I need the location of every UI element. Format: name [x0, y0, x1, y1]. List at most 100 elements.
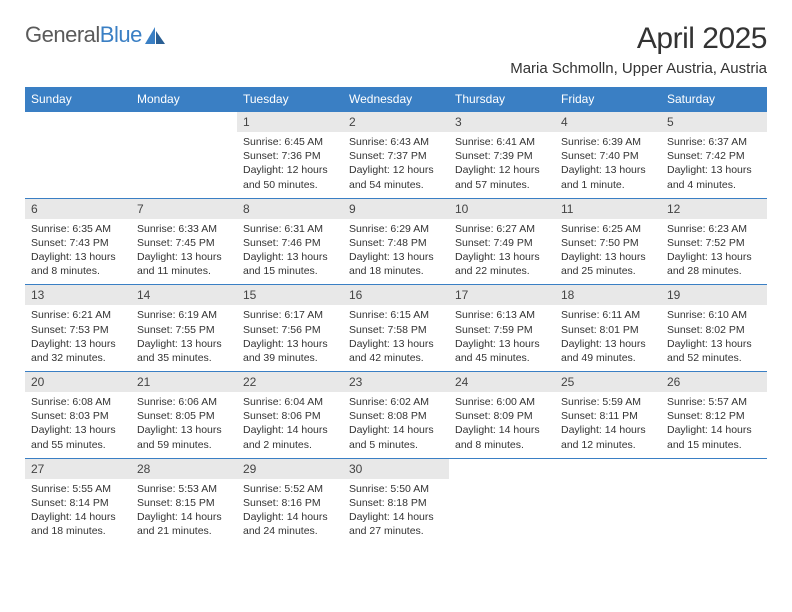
day-content-cell: Sunrise: 6:37 AMSunset: 7:42 PMDaylight:… — [661, 132, 767, 198]
daylight-text-2: and 11 minutes. — [137, 264, 231, 278]
day-content-cell — [25, 132, 131, 198]
weekday-header: Tuesday — [237, 87, 343, 112]
daylight-text-2: and 24 minutes. — [243, 524, 337, 538]
daylight-text-1: Daylight: 13 hours — [455, 250, 549, 264]
daylight-text-2: and 18 minutes. — [31, 524, 125, 538]
daylight-text-2: and 1 minute. — [561, 178, 655, 192]
day-content-cell: Sunrise: 6:08 AMSunset: 8:03 PMDaylight:… — [25, 392, 131, 458]
sunset-text: Sunset: 8:14 PM — [31, 496, 125, 510]
day-number-cell: 20 — [25, 372, 131, 393]
daylight-text-2: and 5 minutes. — [349, 438, 443, 452]
sunset-text: Sunset: 8:18 PM — [349, 496, 443, 510]
daylight-text-1: Daylight: 13 hours — [561, 337, 655, 351]
day-number-cell: 28 — [131, 458, 237, 479]
day-number-cell: 17 — [449, 285, 555, 306]
sunset-text: Sunset: 8:03 PM — [31, 409, 125, 423]
sunset-text: Sunset: 7:59 PM — [455, 323, 549, 337]
day-content-cell: Sunrise: 6:11 AMSunset: 8:01 PMDaylight:… — [555, 305, 661, 371]
weekday-header: Saturday — [661, 87, 767, 112]
sunrise-text: Sunrise: 6:23 AM — [667, 222, 761, 236]
daylight-text-2: and 25 minutes. — [561, 264, 655, 278]
sunset-text: Sunset: 7:53 PM — [31, 323, 125, 337]
day-content-row: Sunrise: 6:08 AMSunset: 8:03 PMDaylight:… — [25, 392, 767, 458]
day-content-cell: Sunrise: 6:29 AMSunset: 7:48 PMDaylight:… — [343, 219, 449, 285]
day-number-row: 12345 — [25, 112, 767, 133]
daylight-text-2: and 27 minutes. — [349, 524, 443, 538]
weekday-header: Monday — [131, 87, 237, 112]
sunset-text: Sunset: 8:08 PM — [349, 409, 443, 423]
logo-text-1: General — [25, 22, 100, 48]
day-content-cell: Sunrise: 6:04 AMSunset: 8:06 PMDaylight:… — [237, 392, 343, 458]
logo-sail-icon — [145, 27, 167, 45]
daylight-text-1: Daylight: 13 hours — [561, 163, 655, 177]
header-right: April 2025 Maria Schmolln, Upper Austria… — [510, 22, 767, 77]
daylight-text-1: Daylight: 14 hours — [455, 423, 549, 437]
daylight-text-2: and 22 minutes. — [455, 264, 549, 278]
weekday-header: Thursday — [449, 87, 555, 112]
day-number-cell — [661, 458, 767, 479]
day-number-cell — [555, 458, 661, 479]
day-content-cell: Sunrise: 5:50 AMSunset: 8:18 PMDaylight:… — [343, 479, 449, 545]
daylight-text-1: Daylight: 13 hours — [243, 337, 337, 351]
sunrise-text: Sunrise: 6:29 AM — [349, 222, 443, 236]
day-content-cell: Sunrise: 6:13 AMSunset: 7:59 PMDaylight:… — [449, 305, 555, 371]
weekday-header: Wednesday — [343, 87, 449, 112]
daylight-text-2: and 54 minutes. — [349, 178, 443, 192]
weekday-header: Friday — [555, 87, 661, 112]
day-number-cell: 5 — [661, 112, 767, 133]
daylight-text-1: Daylight: 12 hours — [243, 163, 337, 177]
day-number-cell — [25, 112, 131, 133]
sunrise-text: Sunrise: 6:45 AM — [243, 135, 337, 149]
sunset-text: Sunset: 7:46 PM — [243, 236, 337, 250]
day-number-cell: 25 — [555, 372, 661, 393]
day-number-cell: 23 — [343, 372, 449, 393]
sunset-text: Sunset: 8:12 PM — [667, 409, 761, 423]
daylight-text-2: and 12 minutes. — [561, 438, 655, 452]
sunrise-text: Sunrise: 6:35 AM — [31, 222, 125, 236]
day-content-cell: Sunrise: 5:52 AMSunset: 8:16 PMDaylight:… — [237, 479, 343, 545]
sunset-text: Sunset: 8:06 PM — [243, 409, 337, 423]
daylight-text-2: and 59 minutes. — [137, 438, 231, 452]
daylight-text-1: Daylight: 13 hours — [667, 250, 761, 264]
daylight-text-2: and 15 minutes. — [667, 438, 761, 452]
sunrise-text: Sunrise: 6:17 AM — [243, 308, 337, 322]
logo: GeneralBlue — [25, 22, 167, 48]
daylight-text-2: and 8 minutes. — [455, 438, 549, 452]
day-content-cell: Sunrise: 6:06 AMSunset: 8:05 PMDaylight:… — [131, 392, 237, 458]
sunrise-text: Sunrise: 6:27 AM — [455, 222, 549, 236]
sunset-text: Sunset: 8:11 PM — [561, 409, 655, 423]
sunset-text: Sunset: 8:05 PM — [137, 409, 231, 423]
sunrise-text: Sunrise: 5:57 AM — [667, 395, 761, 409]
sunrise-text: Sunrise: 5:52 AM — [243, 482, 337, 496]
day-content-cell — [131, 132, 237, 198]
day-number-cell: 2 — [343, 112, 449, 133]
sunset-text: Sunset: 7:50 PM — [561, 236, 655, 250]
day-content-cell: Sunrise: 5:57 AMSunset: 8:12 PMDaylight:… — [661, 392, 767, 458]
daylight-text-1: Daylight: 13 hours — [137, 337, 231, 351]
day-number-cell: 3 — [449, 112, 555, 133]
day-number-row: 20212223242526 — [25, 372, 767, 393]
day-number-row: 13141516171819 — [25, 285, 767, 306]
day-content-row: Sunrise: 5:55 AMSunset: 8:14 PMDaylight:… — [25, 479, 767, 545]
day-number-cell: 10 — [449, 198, 555, 219]
daylight-text-2: and 45 minutes. — [455, 351, 549, 365]
day-number-cell: 18 — [555, 285, 661, 306]
daylight-text-2: and 32 minutes. — [31, 351, 125, 365]
sunrise-text: Sunrise: 6:00 AM — [455, 395, 549, 409]
day-number-row: 27282930 — [25, 458, 767, 479]
daylight-text-1: Daylight: 12 hours — [455, 163, 549, 177]
daylight-text-1: Daylight: 13 hours — [137, 423, 231, 437]
sunset-text: Sunset: 8:15 PM — [137, 496, 231, 510]
day-number-cell: 16 — [343, 285, 449, 306]
calendar-page: GeneralBlue April 2025 Maria Schmolln, U… — [0, 0, 792, 569]
sunrise-text: Sunrise: 5:50 AM — [349, 482, 443, 496]
day-content-cell: Sunrise: 6:35 AMSunset: 7:43 PMDaylight:… — [25, 219, 131, 285]
sunset-text: Sunset: 7:42 PM — [667, 149, 761, 163]
daylight-text-2: and 55 minutes. — [31, 438, 125, 452]
daylight-text-1: Daylight: 14 hours — [349, 423, 443, 437]
day-number-row: 6789101112 — [25, 198, 767, 219]
sunrise-text: Sunrise: 6:41 AM — [455, 135, 549, 149]
daylight-text-1: Daylight: 13 hours — [561, 250, 655, 264]
sunset-text: Sunset: 8:01 PM — [561, 323, 655, 337]
sunset-text: Sunset: 7:56 PM — [243, 323, 337, 337]
